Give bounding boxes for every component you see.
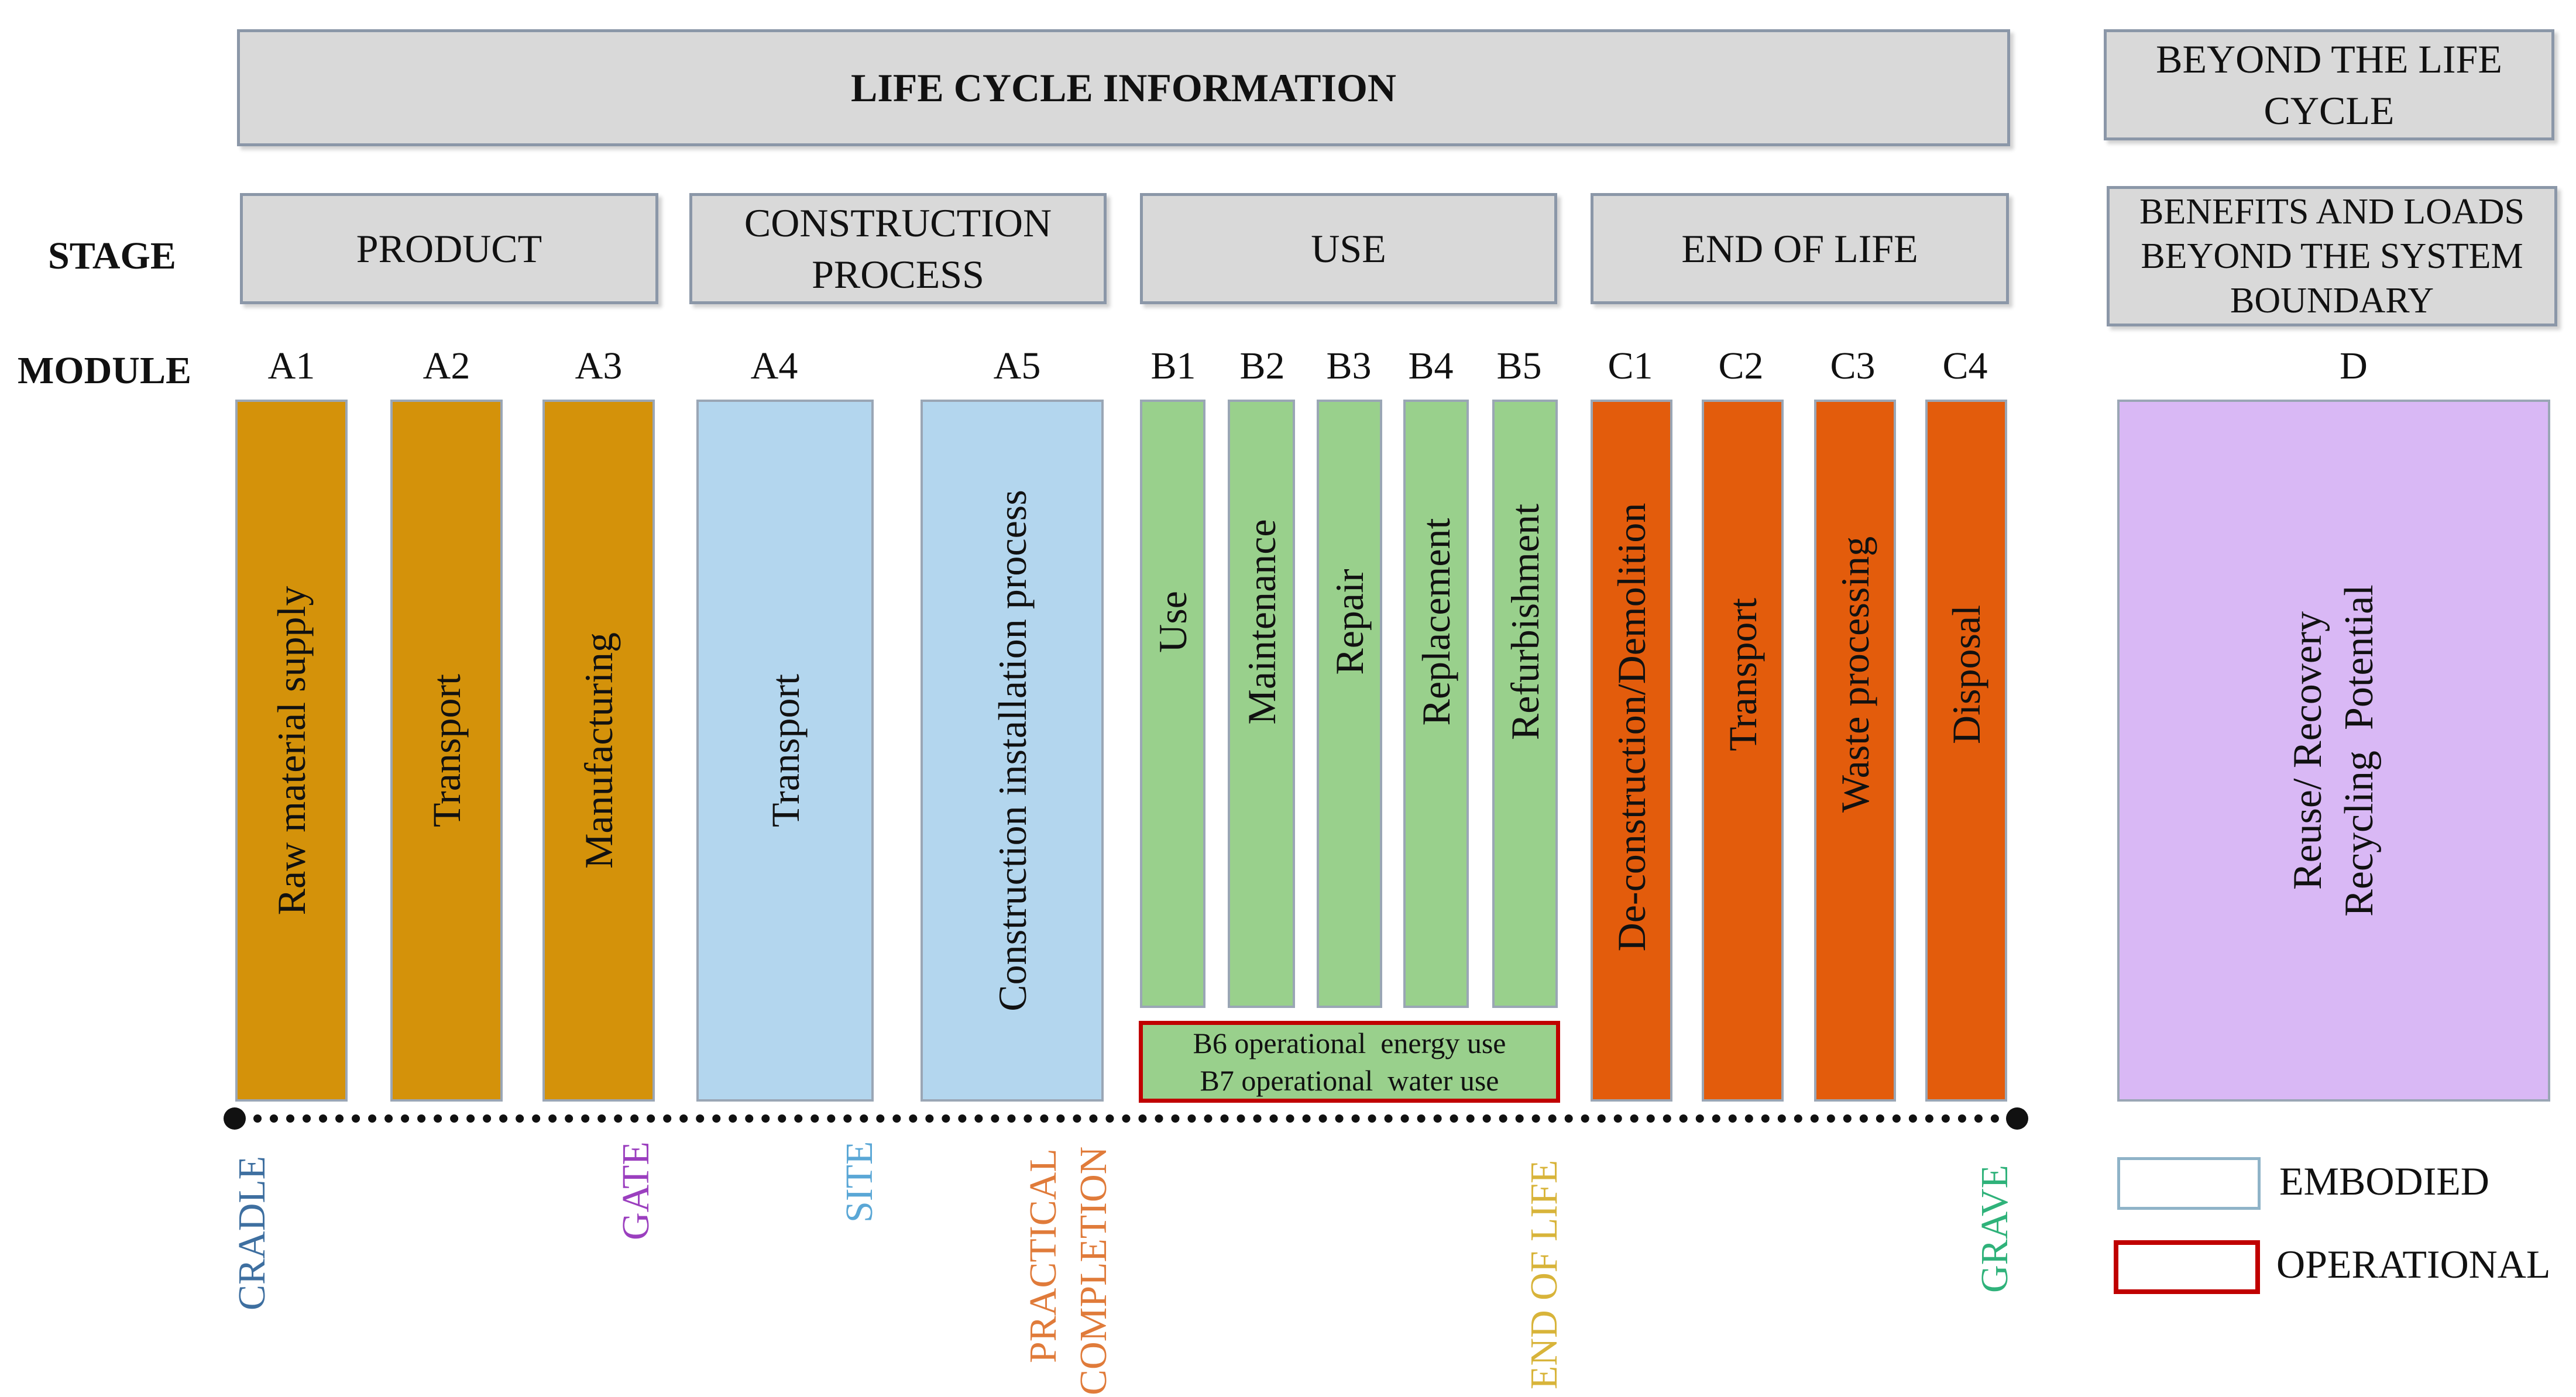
module-code-b2: B2	[1239, 345, 1285, 387]
stage-benefits-line2: BEYOND THE SYSTEM	[2141, 236, 2523, 276]
module-name-d-line2: Recycling Potential	[2337, 584, 2382, 917]
module-name-a5: Construction installation process	[990, 490, 1035, 1011]
module-code-a1: A1	[267, 345, 315, 387]
stage-product: PRODUCT	[240, 193, 658, 304]
module-bar-a3: Manufacturing	[542, 400, 655, 1102]
stage-benefits-beyond-boundary: BENEFITS AND LOADS BEYOND THE SYSTEM BOU…	[2107, 186, 2557, 326]
milestone-gate: GATE	[614, 1141, 657, 1240]
module-name-b1: Use	[1150, 591, 1195, 653]
beyond-life-cycle-header: BEYOND THE LIFE CYCLE	[2104, 29, 2554, 140]
module-bar-d: Reuse/ Recovery Recycling Potential	[2117, 400, 2550, 1102]
stage-construction-process: CONSTRUCTION PROCESS	[689, 193, 1107, 304]
module-bar-b1: Use	[1140, 400, 1205, 1008]
module-code-a5: A5	[993, 345, 1041, 387]
stage-end-of-life-label: END OF LIFE	[1681, 226, 1918, 271]
module-name-a4: Transport	[763, 674, 808, 827]
stage-benefits-line1: BENEFITS AND LOADS	[2139, 192, 2525, 232]
module-name-d-line1: Reuse/ Recovery	[2285, 611, 2330, 890]
module-bar-a4: Transport	[696, 400, 874, 1102]
timeline-end-dot	[2006, 1107, 2028, 1130]
module-code-b5: B5	[1496, 345, 1542, 387]
stage-construction-line1: CONSTRUCTION	[744, 201, 1052, 245]
stage-product-label: PRODUCT	[356, 226, 542, 271]
stage-use-label: USE	[1311, 226, 1386, 271]
timeline-start-dot	[224, 1107, 246, 1130]
module-bar-b4: Replacement	[1403, 400, 1469, 1008]
module-name-b3: Repair	[1327, 569, 1372, 675]
stage-benefits-line3: BOUNDARY	[2230, 281, 2434, 321]
stage-row-label: STAGE	[48, 235, 176, 277]
legend-embodied-swatch	[2117, 1157, 2261, 1210]
stage-construction-line2: PROCESS	[812, 252, 984, 297]
module-name-c1: De-construction/Demolition	[1609, 503, 1654, 952]
module-bar-c1: De-construction/Demolition	[1591, 400, 1672, 1102]
milestone-cradle: CRADLE	[231, 1156, 273, 1310]
life-cycle-information-title: LIFE CYCLE INFORMATION	[851, 66, 1396, 110]
module-name-a3: Manufacturing	[576, 632, 621, 869]
beyond-life-cycle-line2: CYCLE	[2264, 88, 2395, 133]
module-bar-c4: Disposal	[1925, 400, 2007, 1102]
module-name-d: Reuse/ Recovery Recycling Potential	[2282, 584, 2385, 917]
module-bar-b2: Maintenance	[1228, 400, 1295, 1008]
beyond-life-cycle-line1: BEYOND THE LIFE	[2156, 37, 2502, 81]
module-name-b4: Replacement	[1414, 518, 1458, 726]
operational-b6-b7-box: B6 operational energy use B7 operational…	[1139, 1021, 1560, 1103]
module-row-label: MODULE	[18, 349, 191, 392]
module-code-c4: C4	[1942, 345, 1988, 387]
milestone-practical-line1: PRACTICAL	[1022, 1148, 1064, 1363]
module-name-b2: Maintenance	[1239, 519, 1284, 725]
module-bar-a2: Transport	[390, 400, 503, 1102]
milestone-grave: GRAVE	[1973, 1165, 2016, 1293]
module-bar-a5: Construction installation process	[921, 400, 1104, 1102]
legend-operational-swatch	[2114, 1240, 2260, 1294]
operational-b6-label: B6 operational energy use	[1193, 1027, 1506, 1059]
module-name-c2: Transport	[1720, 598, 1765, 751]
milestone-practical-completion: PRACTICAL COMPLETION	[1018, 1147, 1119, 1395]
module-name-a2: Transport	[424, 674, 469, 827]
module-code-d: D	[2340, 345, 2368, 387]
module-name-c4: Disposal	[1944, 605, 1988, 744]
life-cycle-information-header: LIFE CYCLE INFORMATION	[237, 29, 2010, 146]
module-code-a2: A2	[423, 345, 470, 387]
module-code-c1: C1	[1608, 345, 1653, 387]
module-bar-b5: Refurbishment	[1492, 400, 1558, 1008]
module-code-a3: A3	[575, 345, 623, 387]
module-name-a1: Raw material supply	[269, 586, 314, 916]
legend-operational-label: OPERATIONAL	[2276, 1242, 2551, 1286]
module-bar-c3: Waste processing	[1814, 400, 1896, 1102]
stage-use: USE	[1140, 193, 1557, 304]
module-code-a4: A4	[750, 345, 798, 387]
stage-end-of-life: END OF LIFE	[1591, 193, 2009, 304]
module-bar-c2: Transport	[1702, 400, 1784, 1102]
milestone-site: SITE	[838, 1141, 881, 1223]
module-name-c3: Waste processing	[1833, 536, 1877, 813]
module-code-c2: C2	[1718, 345, 1764, 387]
module-code-c3: C3	[1830, 345, 1876, 387]
legend-embodied-label: EMBODIED	[2279, 1159, 2489, 1203]
milestone-end-of-life: END OF LIFE	[1523, 1159, 1565, 1389]
module-code-b1: B1	[1150, 345, 1196, 387]
module-code-b3: B3	[1326, 345, 1372, 387]
module-name-b5: Refurbishment	[1503, 503, 1547, 741]
module-bar-b3: Repair	[1317, 400, 1382, 1008]
timeline-dotted-line	[237, 1114, 2016, 1123]
milestone-practical-line2: COMPLETION	[1072, 1146, 1115, 1395]
module-code-b4: B4	[1408, 345, 1454, 387]
operational-b7-label: B7 operational water use	[1200, 1064, 1499, 1097]
module-bar-a1: Raw material supply	[235, 400, 348, 1102]
